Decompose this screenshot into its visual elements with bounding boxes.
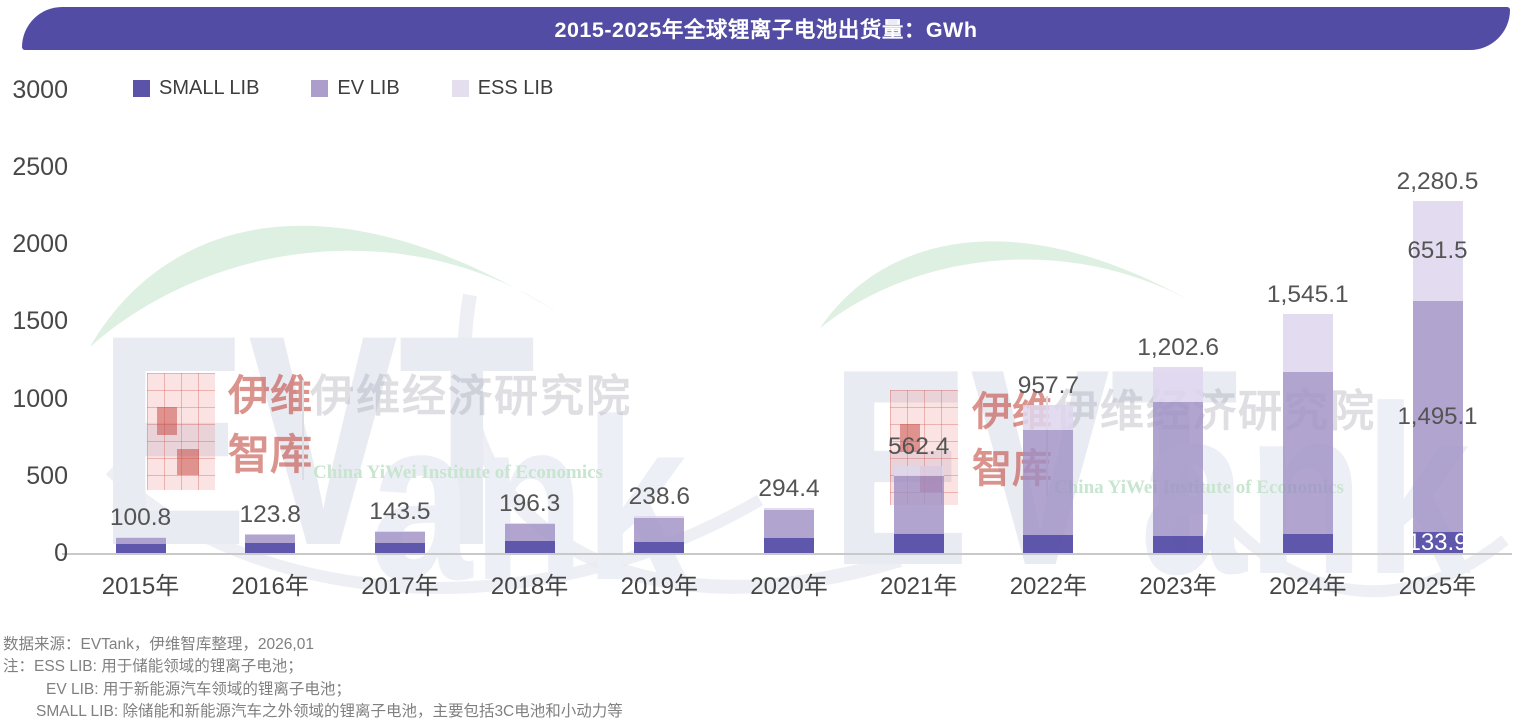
- bar-segment-ev: [893, 476, 944, 534]
- bar-segment-small: [1023, 535, 1074, 553]
- bar-segment-small: [374, 543, 425, 553]
- y-axis-tick: 0: [54, 539, 68, 567]
- x-axis-tick: 2018年: [490, 573, 569, 600]
- bar-segment-small: [115, 544, 166, 553]
- y-axis-tick: 500: [26, 461, 68, 490]
- bar-segment-small: [504, 541, 555, 553]
- y-axis-tick: 3000: [12, 75, 68, 104]
- bar-total-label: 238.6: [628, 483, 690, 511]
- legend-label-small-lib: SMALL LIB: [159, 77, 260, 99]
- x-axis-tick: 2024年: [1269, 573, 1347, 600]
- bar-segment-ess: [634, 516, 685, 518]
- x-axis-tick: 2017年: [361, 573, 439, 600]
- y-axis-tick: 2000: [12, 230, 68, 259]
- bar-segment-ev: [764, 510, 814, 538]
- bar-total-label: 196.3: [498, 489, 561, 517]
- bar-segment-ev: [1023, 429, 1074, 536]
- bar-segment-ev: [1412, 301, 1463, 533]
- bar-total-label: 294.4: [758, 474, 820, 502]
- bar-total-label: 123.8: [239, 500, 301, 528]
- legend-label-ev-lib: EV LIB: [337, 77, 400, 99]
- note-ess-lib: 注：ESS LIB: 用于储能领域的锂离子电池；: [3, 658, 303, 676]
- bar-segment-small: [245, 543, 296, 553]
- bar-segment-small: [764, 537, 814, 553]
- bar-segment-small: [634, 541, 685, 553]
- x-axis-tick: 2023年: [1139, 573, 1217, 600]
- y-axis-tick: 1500: [12, 307, 68, 336]
- legend-swatch-small-lib: [133, 80, 150, 97]
- bar-total-label: 1,202.6: [1137, 334, 1219, 362]
- bar-segment-ess: [1412, 200, 1463, 302]
- bar-segment-ess: [1153, 367, 1204, 402]
- legend-item-ess-lib: ESS LIB: [451, 77, 554, 100]
- y-axis-tick: 1000: [12, 384, 68, 413]
- bar-segment-ess: [1282, 314, 1333, 372]
- segment-value-label-ess: 651.5: [1407, 237, 1468, 265]
- x-axis-tick: 2022年: [1009, 573, 1088, 600]
- bar-total-label: 957.7: [1017, 372, 1080, 400]
- x-axis-line: [62, 553, 1512, 555]
- x-axis-tick: 2025年: [1398, 573, 1477, 600]
- legend: SMALL LIB EV LIB ESS LIB: [133, 77, 605, 100]
- bar-segment-ev: [1153, 401, 1204, 536]
- chart-title: 2015-2025年全球锂离子电池出货量：GWh: [554, 18, 978, 42]
- segment-value-label-small: 133.9: [1407, 528, 1468, 556]
- bar-segment-small: [1153, 535, 1204, 553]
- legend-item-small-lib: SMALL LIB: [133, 77, 259, 100]
- bar-total-label: 1,545.1: [1266, 281, 1349, 309]
- bar-segment-ev: [115, 537, 166, 545]
- x-axis-tick: 2016年: [231, 573, 309, 600]
- data-source-note: 数据来源：EVTank，伊维智库整理，2026,01: [3, 636, 314, 653]
- bar-segment-ev: [504, 523, 555, 542]
- segment-value-label-ev: 1,495.1: [1397, 402, 1478, 430]
- bar-segment-ess: [1023, 405, 1074, 430]
- bar-segment-ev: [1282, 371, 1333, 534]
- chart-title-banner: 2015-2025年全球锂离子电池出货量：GWh: [22, 7, 1510, 50]
- y-axis-tick: 2500: [12, 153, 68, 181]
- bar-total-label: 562.4: [888, 433, 950, 461]
- bar-total-label: 100.8: [109, 504, 172, 532]
- bar-total-label: 143.5: [369, 497, 431, 525]
- bar-segment-ess: [504, 522, 555, 524]
- footnotes: 数据来源：EVTank，伊维智库整理，2026,01 注：ESS LIB: 用于…: [3, 634, 623, 723]
- x-axis-tick: 2019年: [620, 573, 698, 600]
- x-axis-tick: 2021年: [879, 573, 958, 600]
- bar-segment-ess: [245, 533, 296, 535]
- x-axis-tick: 2015年: [101, 573, 180, 600]
- bar-segment-ev: [634, 517, 685, 542]
- legend-label-ess-lib: ESS LIB: [477, 77, 554, 99]
- note-small-lib: SMALL LIB: 除储能和新能源汽车之外领域的锂离子电池，主要包括3C电池和…: [36, 703, 623, 721]
- bar-segment-ess: [893, 466, 944, 477]
- bar-segment-ev: [374, 531, 425, 544]
- note-ev-lib: EV LIB: 用于新能源汽车领域的锂离子电池；: [46, 680, 351, 698]
- legend-item-ev-lib: EV LIB: [311, 77, 400, 100]
- bar-total-label: 2,280.5: [1396, 167, 1479, 195]
- bar-segment-ev: [245, 534, 296, 544]
- legend-swatch-ess-lib: [451, 80, 469, 97]
- bar-segment-small: [1282, 533, 1333, 553]
- legend-swatch-ev-lib: [311, 80, 329, 97]
- bar-segment-ess: [374, 530, 425, 532]
- bar-segment-small: [893, 533, 944, 553]
- x-axis-tick: 2020年: [750, 573, 828, 600]
- bar-segment-ess: [764, 507, 814, 511]
- bar-segment-small: [1412, 532, 1463, 553]
